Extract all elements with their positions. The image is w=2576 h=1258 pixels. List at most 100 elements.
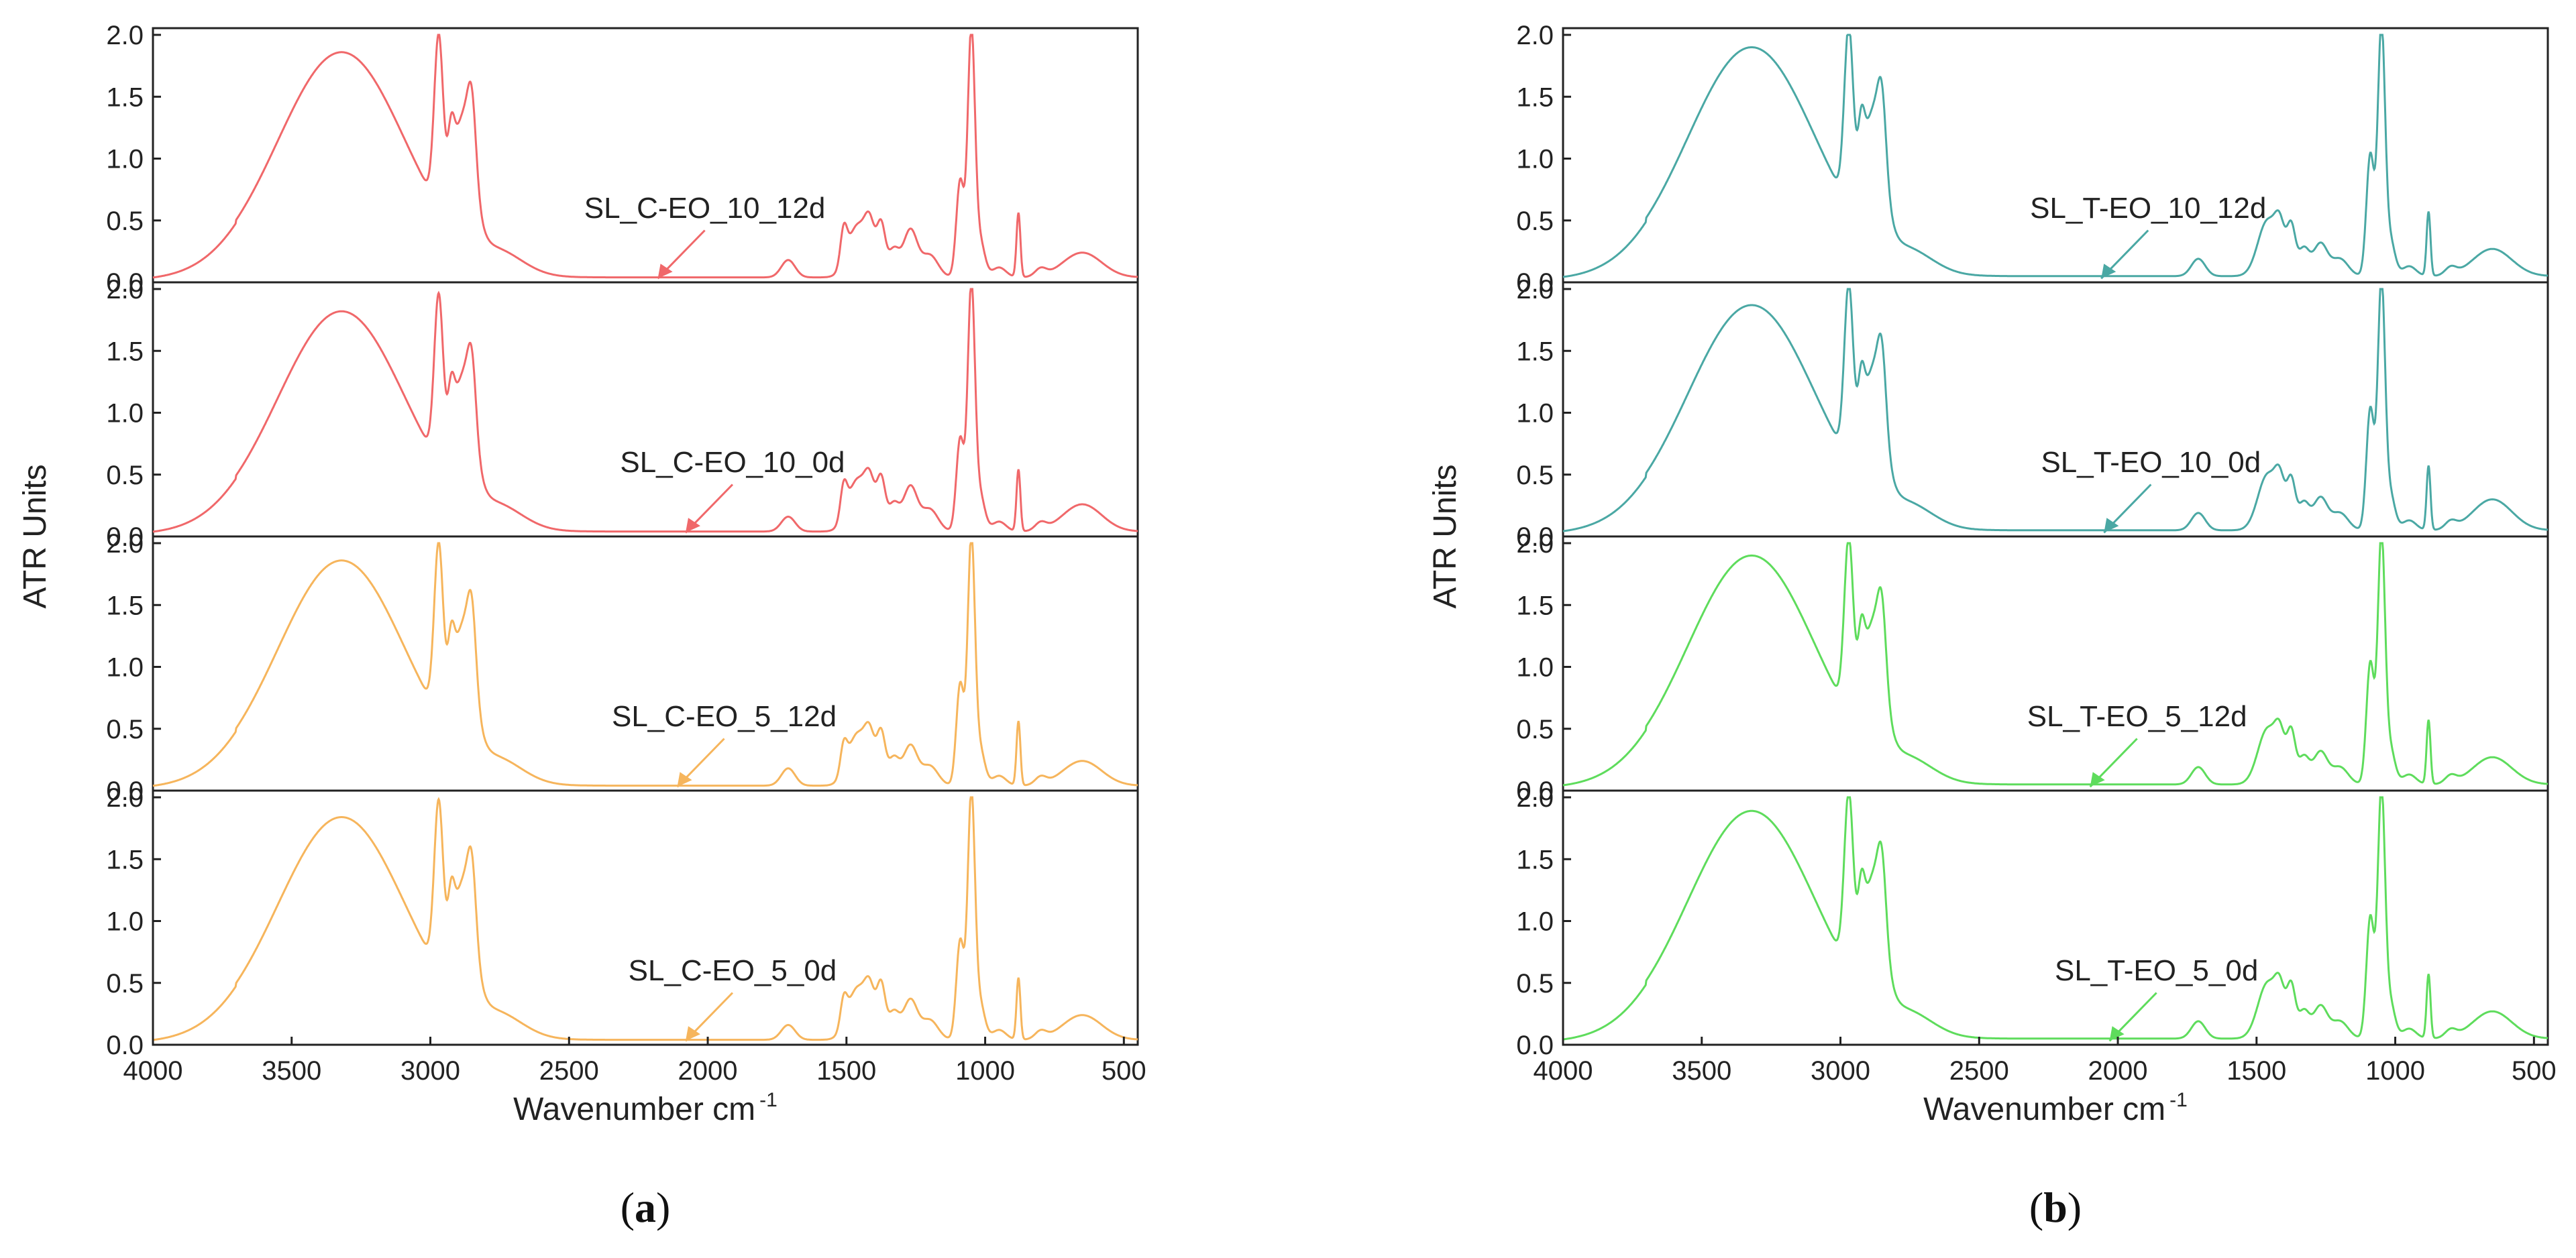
y-tick-label: 1.0 <box>106 907 144 937</box>
y-tick-label: 1.0 <box>106 399 144 428</box>
y-tick-label: 2.0 <box>106 275 144 304</box>
y-axis-title: ATR Units <box>1428 464 1463 608</box>
series-label: SL_T-EO_5_0d <box>2055 954 2258 987</box>
panel-caption-close: ) <box>2068 1184 2082 1231</box>
x-tick-label: 500 <box>2512 1056 2557 1086</box>
x-tick-label: 4000 <box>123 1056 183 1086</box>
y-tick-label: 1.5 <box>1516 591 1554 620</box>
y-tick-label: 0.0 <box>106 268 144 298</box>
y-tick-label: 1.0 <box>1516 653 1554 683</box>
y-tick-label: 0.5 <box>106 461 144 490</box>
y-axis-title: ATR Units <box>17 464 53 608</box>
y-tick-label: 2.0 <box>1516 275 1554 304</box>
series-label: SL_T-EO_5_12d <box>2027 700 2247 733</box>
x-axis-title: Wavenumber cm -1 <box>513 1089 777 1127</box>
x-tick-label: 2500 <box>539 1056 599 1086</box>
x-tick-label: 1000 <box>955 1056 1015 1086</box>
x-tick-label: 2000 <box>2088 1056 2148 1086</box>
annotation-arrowhead <box>677 772 692 787</box>
x-tick-label: 1000 <box>2365 1056 2425 1086</box>
x-tick-label: 3000 <box>400 1056 460 1086</box>
annotation-arrowhead <box>685 1026 700 1041</box>
y-tick-label: 0.5 <box>1516 715 1554 744</box>
y-tick-label: 1.5 <box>106 337 144 366</box>
annotation-arrowhead <box>2090 772 2105 787</box>
y-tick-label: 1.0 <box>1516 145 1554 174</box>
y-tick-label: 1.0 <box>1516 907 1554 937</box>
y-tick-label: 0.0 <box>1516 777 1554 806</box>
spectrum-line-SL_T-EO_10_0d <box>1562 288 2548 532</box>
panel-caption-letter: b <box>2043 1184 2068 1231</box>
y-tick-label: 1.5 <box>106 845 144 874</box>
y-tick-label: 1.5 <box>1516 845 1554 874</box>
y-tick-label: 0.0 <box>1516 1031 1554 1060</box>
spectrum-line-SL_C-EO_10_0d <box>152 288 1138 533</box>
subplot-frame <box>1562 535 2549 792</box>
y-tick-label: 1.0 <box>106 653 144 683</box>
series-label: SL_C-EO_5_0d <box>629 954 837 987</box>
annotation-arrowhead <box>2101 264 2116 279</box>
spectrum-line-SL_T-EO_5_0d <box>1562 796 2548 1041</box>
y-tick-label: 1.5 <box>1516 82 1554 112</box>
x-tick-label: 3500 <box>1672 1056 1731 1086</box>
annotation-arrowhead <box>2104 518 2119 533</box>
y-tick-label: 0.0 <box>1516 268 1554 298</box>
subplot-frame <box>152 789 1139 1046</box>
panel-caption-open: ( <box>621 1184 635 1231</box>
x-tick-label: 1500 <box>2226 1056 2286 1086</box>
y-tick-label: 1.5 <box>106 591 144 620</box>
subplot-frame <box>152 535 1139 792</box>
x-axis-title-superscript: -1 <box>2169 1089 2188 1111</box>
y-tick-label: 2.0 <box>106 21 144 50</box>
spectrum-line-SL_T-EO_5_12d <box>1562 542 2548 787</box>
spectrum-line-SL_C-EO_10_12d <box>152 34 1138 279</box>
x-tick-label: 2000 <box>678 1056 738 1086</box>
y-tick-label: 2.0 <box>106 783 144 813</box>
y-tick-label: 0.5 <box>1516 461 1554 490</box>
y-tick-label: 1.0 <box>106 145 144 174</box>
x-tick-label: 4000 <box>1534 1056 1593 1086</box>
x-tick-label: 3000 <box>1811 1056 1870 1086</box>
panel-caption-close: ) <box>656 1184 670 1231</box>
y-tick-label: 1.0 <box>1516 399 1554 428</box>
panel-caption-letter: a <box>635 1184 656 1231</box>
x-tick-label: 2500 <box>1949 1056 2009 1086</box>
spectrum-line-SL_T-EO_10_12d <box>1562 34 2548 278</box>
y-tick-label: 1.5 <box>106 82 144 112</box>
x-axis-title: Wavenumber cm -1 <box>1923 1089 2188 1127</box>
subplot-frame <box>1562 27 2549 284</box>
x-tick-label: 500 <box>1102 1056 1146 1086</box>
y-tick-label: 0.5 <box>106 715 144 744</box>
series-label: SL_C-EO_10_0d <box>620 446 845 479</box>
panel-caption-open: ( <box>2029 1184 2043 1231</box>
x-axis-title-superscript: -1 <box>759 1089 777 1111</box>
y-tick-label: 2.0 <box>1516 21 1554 50</box>
panel-b: 0.0 0.5 1.0 1.5 2.0 SL_T-EO_10_12d 0.0 0.5 1.0 1.… <box>1428 21 2557 1231</box>
annotation-arrowhead <box>657 264 673 279</box>
x-axis-title-text: Wavenumber cm <box>1923 1092 2165 1127</box>
y-tick-label: 0.0 <box>106 777 144 806</box>
spectrum-line-SL_C-EO_5_12d <box>152 542 1138 787</box>
spectrum-line-SL_C-EO_5_0d <box>152 796 1138 1041</box>
series-label: SL_C-EO_5_12d <box>612 700 837 733</box>
y-tick-label: 2.0 <box>1516 783 1554 813</box>
subplot-frame <box>152 281 1139 538</box>
y-tick-label: 0.0 <box>106 522 144 552</box>
series-label: SL_T-EO_10_12d <box>2030 192 2266 225</box>
panel-a: 0.0 0.5 1.0 1.5 2.0 SL_C-EO_10_12d 0.0 0.5 1.0 1.… <box>17 21 1146 1231</box>
y-tick-label: 0.5 <box>106 969 144 998</box>
annotation-arrowhead <box>2109 1026 2125 1041</box>
y-tick-label: 0.0 <box>1516 522 1554 552</box>
series-label: SL_T-EO_10_0d <box>2041 446 2261 479</box>
x-tick-label: 1500 <box>816 1056 876 1086</box>
panel-caption: (b) <box>2029 1184 2082 1231</box>
x-tick-label: 3500 <box>262 1056 321 1086</box>
y-tick-label: 0.5 <box>1516 207 1554 236</box>
x-axis-title-text: Wavenumber cm <box>513 1092 755 1127</box>
y-tick-label: 0.5 <box>106 207 144 236</box>
y-tick-label: 2.0 <box>106 529 144 559</box>
y-tick-label: 0.0 <box>106 1031 144 1060</box>
y-tick-label: 1.5 <box>1516 337 1554 366</box>
subplot-frame <box>152 27 1139 284</box>
